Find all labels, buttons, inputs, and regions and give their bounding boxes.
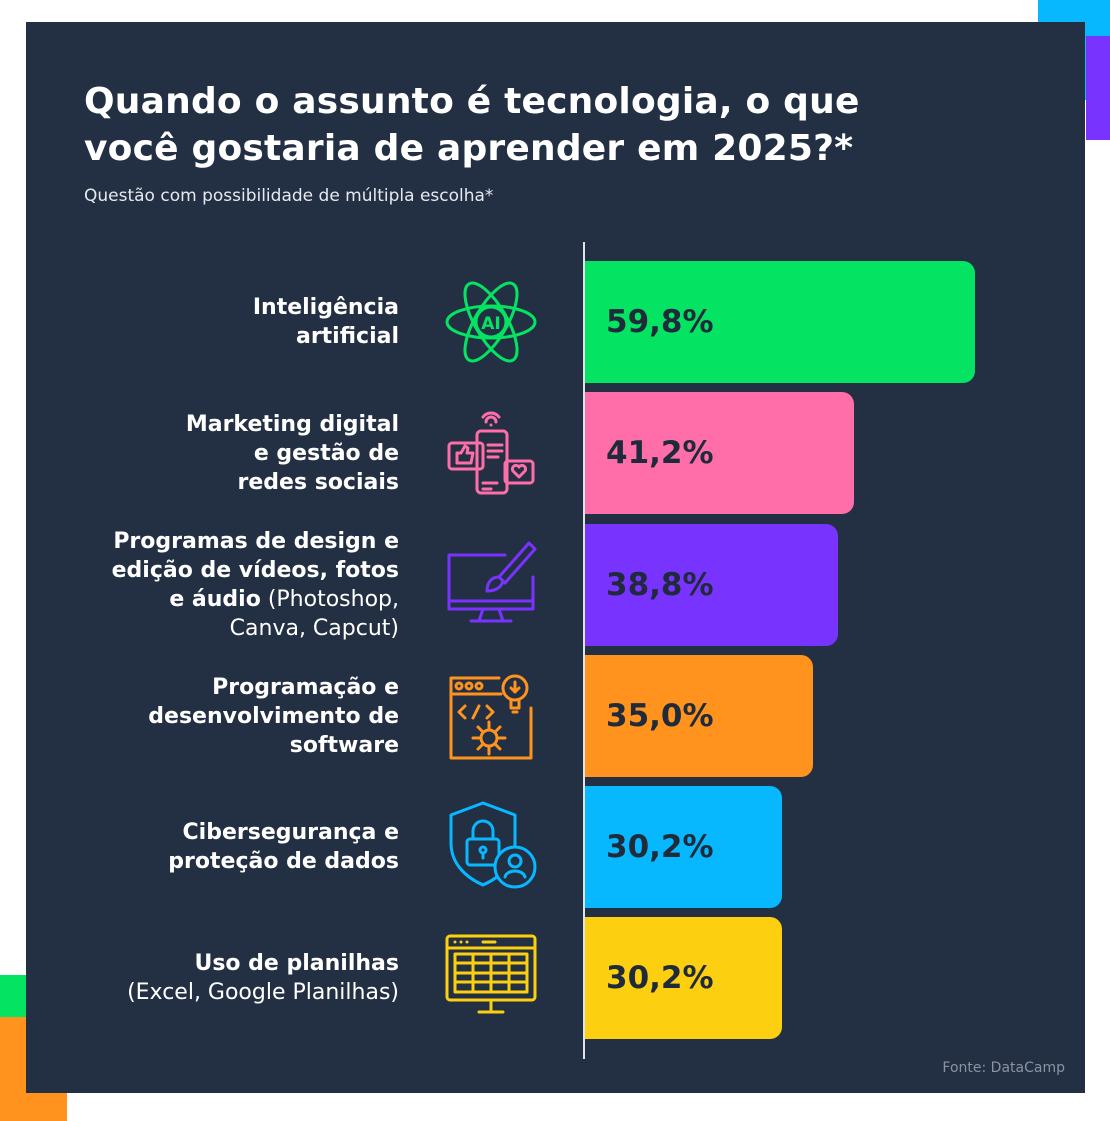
bar: [585, 261, 975, 383]
category-label-bold: Programação e desenvolvimento de softwar…: [148, 674, 399, 758]
category-label: Cibersegurança e proteção de dados: [59, 818, 399, 876]
category-icons: AI: [26, 22, 1085, 1093]
category-label-bold: Cibersegurança e proteção de dados: [168, 820, 399, 874]
chart-subtitle: Questão com possibilidade de múltipla es…: [84, 186, 494, 206]
ai-atom-icon: AI: [443, 274, 539, 370]
bar-value-label: 38,8%: [606, 567, 714, 603]
category-label-detail: (Excel, Google Planilhas): [127, 980, 399, 1005]
category-label-detail: (Photoshop, Canva, Capcut): [229, 587, 399, 641]
bar-value-label: 35,0%: [606, 698, 714, 734]
category-label: Inteligência artificial: [59, 293, 399, 351]
bar-value-label: 59,8%: [606, 304, 714, 340]
bar-value-label: 30,2%: [606, 960, 714, 996]
svg-text:AI: AI: [481, 314, 500, 334]
bar: [585, 917, 782, 1039]
design-monitor-brush-icon: [443, 537, 539, 633]
category-label: Uso de planilhas (Excel, Google Planilha…: [59, 949, 399, 1007]
y-axis-line: [583, 242, 585, 1059]
code-window-gear-icon: [443, 668, 539, 764]
infographic-panel: Quando o assunto é tecnologia, o que voc…: [26, 22, 1085, 1093]
chart-title: Quando o assunto é tecnologia, o que voc…: [84, 81, 860, 169]
bar: [585, 655, 813, 777]
category-label-bold: Uso de planilhas: [194, 951, 399, 976]
bar-value-label: 41,2%: [606, 435, 714, 471]
corner-decoration-green: [0, 975, 26, 1017]
category-label: Marketing digital e gestão de redes soci…: [59, 410, 399, 497]
bar: [585, 524, 838, 646]
bar: [585, 392, 854, 514]
category-label-bold: Marketing digital e gestão de redes soci…: [185, 411, 399, 495]
security-shield-lock-icon: [443, 799, 539, 895]
category-label-bold: Programas de design e edição de vídeos, …: [111, 529, 399, 612]
bars: 59,8% 41,2% 38,8% 35,0% 30,2% 30,2%: [26, 22, 1085, 1093]
spreadsheet-monitor-icon: [443, 930, 539, 1026]
category-label: Programação e desenvolvimento de softwar…: [59, 673, 399, 760]
source-note: Fonte: DataCamp: [942, 1060, 1065, 1076]
category-label-bold: Inteligência artificial: [252, 295, 399, 349]
bar-value-label: 30,2%: [606, 829, 714, 865]
bar: [585, 786, 782, 908]
category-labels: Inteligência artificial Marketing digital…: [26, 22, 1085, 1093]
social-media-phone-icon: [443, 405, 539, 501]
corner-decoration-purple: [1086, 36, 1110, 140]
category-label: Programas de design e edição de vídeos, …: [59, 527, 399, 643]
